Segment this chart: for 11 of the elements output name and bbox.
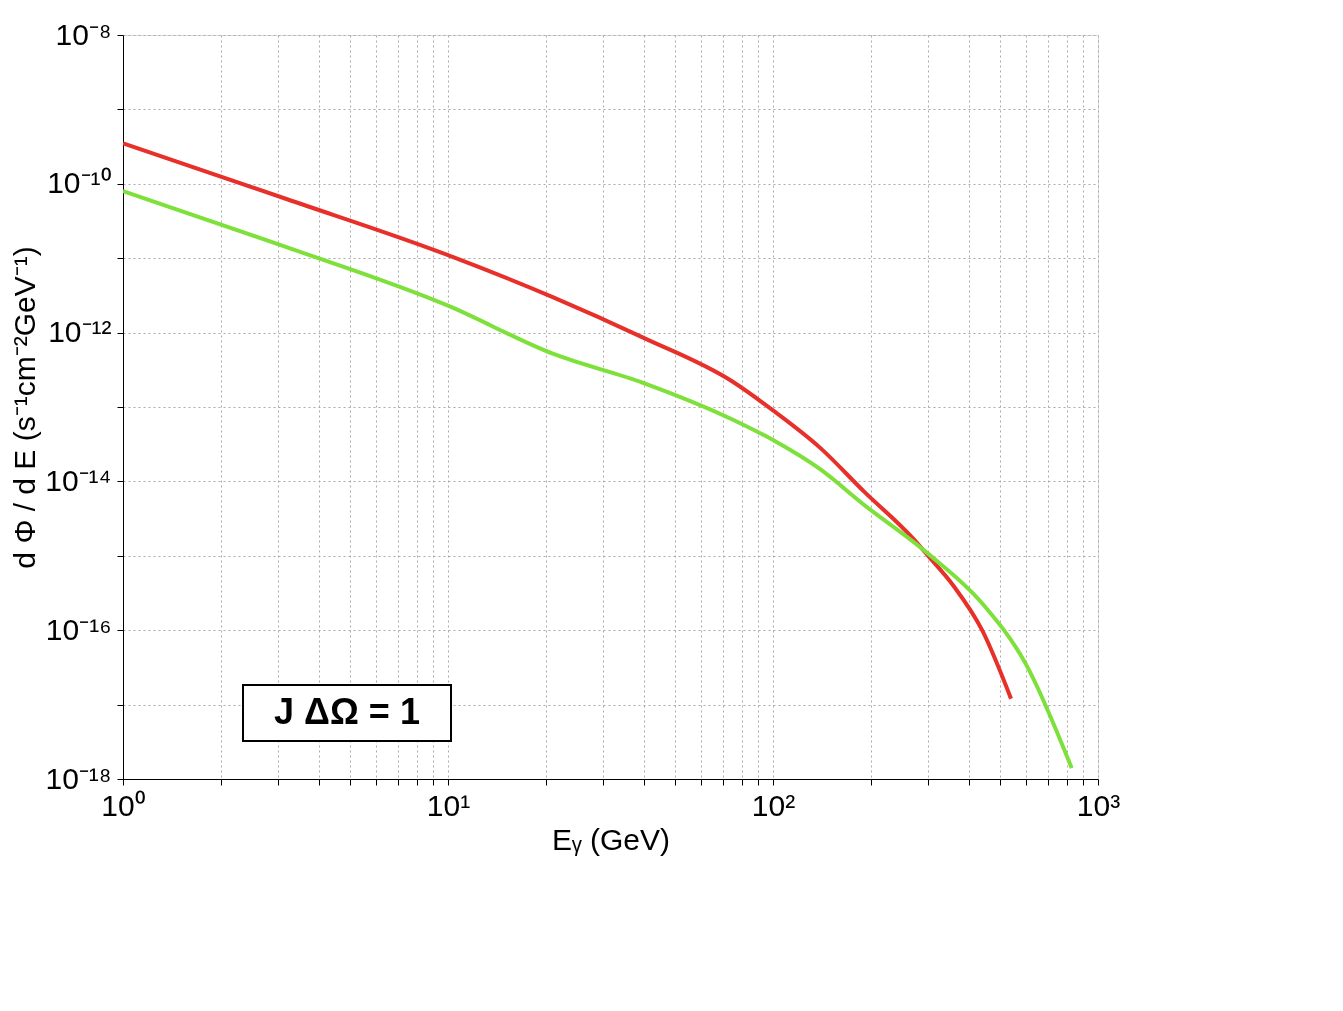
y-tick-label: 10⁻¹⁶ (45, 612, 112, 646)
y-tick-label: 10⁻¹² (48, 315, 112, 349)
x-axis-title: Eᵧ (GeV) (552, 822, 670, 856)
annotation: J ΔΩ = 1 (274, 691, 420, 732)
y-tick-label: 10⁻¹⁴ (45, 463, 112, 497)
x-tick-label: 10³ (1076, 788, 1121, 822)
y-tick-label: 10⁻¹⁰ (47, 166, 112, 200)
x-tick-label: 10² (751, 788, 796, 822)
y-axis-title: d Φ / d E (s⁻¹cm⁻²GeV⁻¹) (8, 246, 42, 569)
y-tick-label: 10⁻⁸ (55, 17, 112, 51)
x-tick-label: 10¹ (426, 788, 471, 822)
